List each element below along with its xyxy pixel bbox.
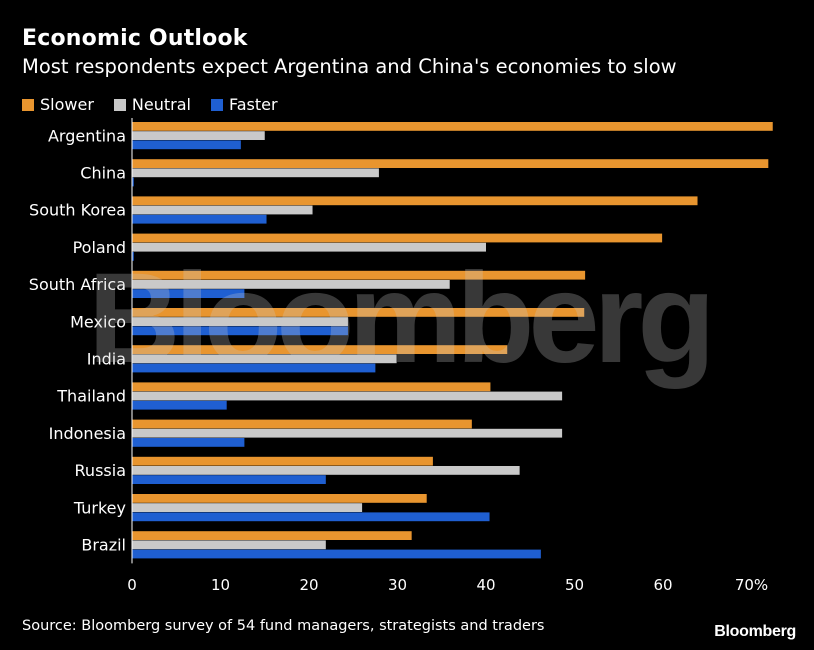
- bar-south-korea-slower: [132, 196, 698, 206]
- legend-item-faster: Faster: [210, 95, 278, 114]
- bar-group-indonesia: [132, 419, 563, 447]
- chart-subtitle: Most respondents expect Argentina and Ch…: [22, 55, 677, 78]
- bar-turkey-slower: [132, 494, 427, 503]
- bar-india-neutral: [132, 354, 397, 364]
- bar-china-neutral: [132, 168, 379, 178]
- brand-logo: Bloomberg: [714, 623, 796, 640]
- bar-mexico-slower: [132, 308, 585, 317]
- legend-label-faster: Faster: [228, 95, 278, 114]
- category-label: Thailand: [56, 387, 126, 406]
- bar-turkey-neutral: [132, 503, 363, 512]
- bar-china-slower: [132, 159, 769, 168]
- legend-swatch-faster: [210, 98, 223, 111]
- bar-indonesia-neutral: [132, 428, 563, 438]
- category-label: Brazil: [81, 536, 126, 555]
- bar-argentina-faster: [132, 140, 241, 150]
- bar-poland-neutral: [132, 242, 486, 252]
- x-tick-label: 60: [653, 576, 672, 594]
- bar-mexico-faster: [132, 326, 348, 336]
- category-label: Russia: [75, 461, 126, 480]
- bar-china-faster: [132, 177, 134, 187]
- x-tick-label: 50: [565, 576, 584, 594]
- bar-brazil-slower: [132, 531, 412, 540]
- x-tick-label: 10: [211, 576, 230, 594]
- category-label: South Korea: [29, 201, 126, 220]
- bar-russia-neutral: [132, 466, 520, 475]
- bar-group-argentina: [132, 122, 773, 150]
- bar-group-india: [132, 345, 508, 373]
- bar-group-russia: [132, 456, 520, 484]
- bar-thailand-slower: [132, 382, 491, 392]
- bar-brazil-faster: [132, 549, 541, 559]
- category-label: Turkey: [73, 498, 126, 517]
- bar-south-korea-faster: [132, 214, 267, 224]
- bar-south-korea-neutral: [132, 205, 313, 215]
- bar-group-mexico: [132, 308, 585, 336]
- bar-mexico-neutral: [132, 317, 348, 326]
- bar-thailand-neutral: [132, 391, 563, 401]
- x-tick-label: 0: [127, 576, 137, 594]
- bar-poland-slower: [132, 233, 663, 243]
- category-label: South Africa: [29, 275, 126, 294]
- category-label: China: [80, 164, 126, 183]
- bar-group-brazil: [132, 531, 541, 559]
- bar-india-faster: [132, 363, 376, 373]
- bar-group-south-korea: [132, 196, 698, 224]
- legend-label-slower: Slower: [40, 95, 94, 114]
- x-tick-label: 30: [388, 576, 407, 594]
- bar-group-china: [132, 159, 769, 187]
- x-tick-label: 70%: [735, 576, 768, 594]
- x-tick-label: 40: [476, 576, 495, 594]
- bar-argentina-slower: [132, 122, 773, 131]
- legend-swatch-slower: [22, 98, 34, 111]
- category-label: Poland: [73, 238, 126, 257]
- bar-russia-faster: [132, 475, 326, 484]
- bar-group-turkey: [132, 494, 490, 522]
- watermark-logo: Bloomberg: [88, 247, 710, 390]
- legend-swatch-neutral: [113, 98, 126, 111]
- legend-label-neutral: Neutral: [131, 95, 191, 114]
- bar-group-poland: [132, 233, 663, 261]
- category-label: Mexico: [70, 312, 126, 331]
- bar-brazil-neutral: [132, 540, 326, 550]
- category-label: Indonesia: [49, 424, 126, 443]
- bar-poland-faster: [132, 252, 134, 261]
- chart-title: Economic Outlook: [22, 26, 248, 51]
- bar-south-africa-slower: [132, 270, 586, 280]
- bar-argentina-neutral: [132, 131, 265, 140]
- x-tick-label: 20: [299, 576, 318, 594]
- bar-south-africa-faster: [132, 289, 245, 298]
- bar-turkey-faster: [132, 512, 490, 522]
- source-note: Source: Bloomberg survey of 54 fund mana…: [22, 618, 545, 634]
- bar-group-south-africa: [132, 270, 586, 298]
- bar-russia-slower: [132, 456, 433, 466]
- legend: Slower Neutral Faster: [22, 95, 278, 114]
- bar-indonesia-faster: [132, 438, 245, 447]
- bar-india-slower: [132, 345, 508, 354]
- bar-thailand-faster: [132, 400, 227, 410]
- category-label: Argentina: [48, 126, 126, 145]
- bar-group-thailand: [132, 382, 563, 410]
- category-label: India: [87, 350, 126, 369]
- bar-indonesia-slower: [132, 419, 472, 429]
- legend-item-slower: Slower: [22, 95, 94, 114]
- legend-item-neutral: Neutral: [113, 95, 191, 114]
- bar-south-africa-neutral: [132, 280, 450, 289]
